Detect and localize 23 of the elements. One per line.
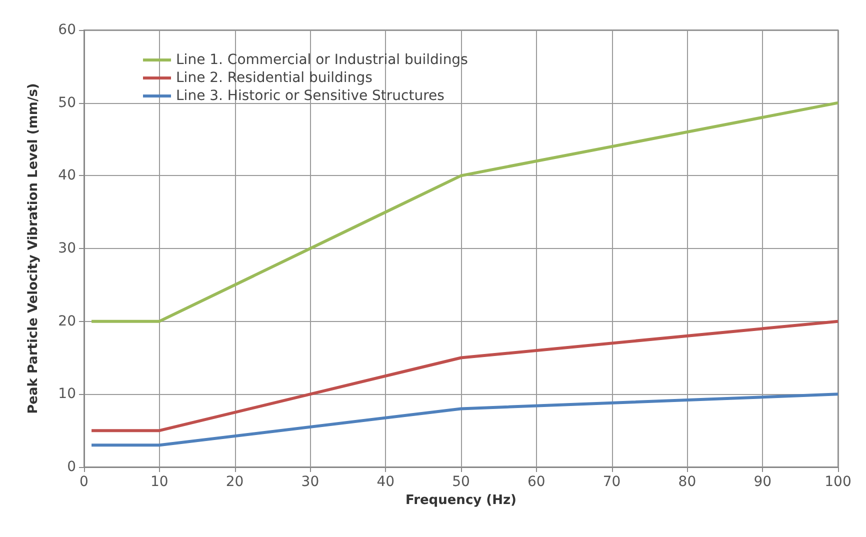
y-tick-label: 60	[58, 22, 76, 38]
x-tick-label: 40	[376, 474, 395, 490]
x-tick-label: 90	[754, 474, 772, 490]
x-tick-label: 80	[678, 474, 696, 490]
legend-label: Line 3. Historic or Sensitive Structures	[176, 88, 444, 104]
y-tick-label: 40	[58, 168, 76, 184]
y-tick-label: 20	[58, 313, 76, 330]
legend-label: Line 2. Residential buildings	[176, 70, 372, 86]
x-tick-label: 60	[527, 474, 546, 490]
x-tick-label: 70	[602, 474, 621, 490]
legend-label: Line 1. Commercial or Industrial buildings	[176, 52, 468, 68]
x-tick-label: 10	[150, 474, 168, 490]
x-tick-label: 100	[824, 474, 852, 490]
y-tick-label: 10	[58, 386, 76, 402]
y-axis-title: Peak Particle Velocity Vibration Level (mm/s)	[26, 83, 41, 414]
y-tick-label: 0	[67, 459, 76, 475]
x-tick-label: 20	[226, 474, 244, 490]
y-tick-label: 30	[58, 240, 76, 256]
x-tick-label: 30	[301, 474, 320, 490]
y-tick-label: 50	[58, 94, 76, 111]
x-tick-label: 0	[80, 474, 88, 490]
x-tick-label: 50	[452, 474, 470, 490]
x-axis-title: Frequency (Hz)	[406, 492, 516, 508]
